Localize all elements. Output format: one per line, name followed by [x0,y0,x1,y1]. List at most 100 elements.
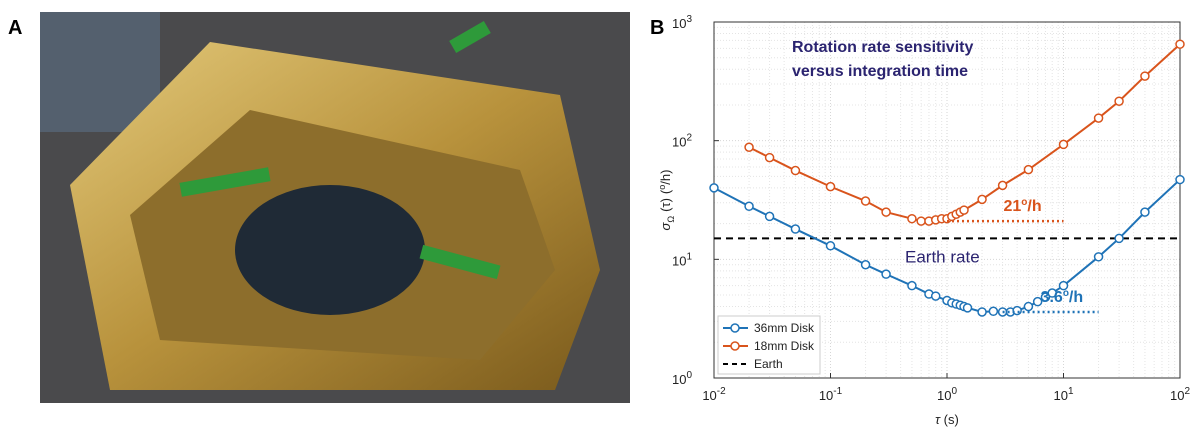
y-label-sub: Ω [666,216,676,223]
photo-disk [235,185,425,315]
data-point [1058,139,1069,150]
y-label-unit-open: ( [658,189,673,194]
data-point [1140,71,1150,81]
plot-frame [713,21,1181,379]
tick-exponent: -2 [717,386,726,397]
reference-label: Earth rate [905,247,980,266]
tick-label: 102 [672,133,692,150]
data-point [1047,288,1057,298]
annotation-sup: o [1063,288,1069,299]
tick-base: 10 [672,253,686,268]
x-label-unit: (s) [944,412,959,427]
chart-title: versus integration time [792,63,968,80]
tick-label: 10-2 [702,386,726,403]
data-point [825,181,836,192]
legend-marker [730,323,740,333]
data-point [790,165,801,176]
data-point [764,211,775,222]
tick-exponent: 0 [686,370,692,381]
data-point [962,303,973,313]
tick-label: 102 [1170,386,1190,403]
x-axis-label: τ (s) [935,412,959,427]
tick-exponent: 1 [1068,386,1074,397]
data-point [959,205,969,215]
tick-exponent: 2 [686,133,692,144]
photo-cables [40,12,160,132]
y-label-symbol: σ [658,221,673,230]
tick-exponent: 0 [951,386,957,397]
data-point [1114,96,1124,106]
annotation-after: /h [1069,289,1083,306]
data-point [997,180,1008,191]
data-point [907,213,917,224]
data-point [881,269,891,279]
y-label-unit-sup: o [657,185,667,190]
y-axis-label: σΩ (τ) (o/h) [657,170,676,231]
annotation-sup: o [1021,197,1027,208]
photo [40,12,630,403]
data-point [1114,233,1124,244]
data-point [825,241,836,251]
annotation-after: /h [1027,198,1041,215]
data-point [744,201,754,212]
tick-base: 10 [672,135,686,150]
data-point [744,142,754,153]
legend-label: 36mm Disk [754,321,815,335]
tick-label: 100 [672,370,692,387]
annotation-text: 3.6 [1041,289,1063,306]
data-point [1032,296,1043,307]
tick-exponent: 2 [1184,386,1190,397]
panel-label: B [650,17,664,39]
data-point [930,291,941,301]
data-point [860,260,871,270]
annotation-label: 21o/h [1004,197,1042,215]
legend-marker [730,341,740,351]
data-point [881,207,891,217]
data-point [790,224,801,234]
data-point [709,183,719,193]
data-point [1175,174,1185,185]
chart-title: Rotation rate sensitivity [792,39,973,56]
tick-label: 103 [672,14,692,31]
tick-base: 10 [937,388,951,403]
data-point [860,196,871,206]
tick-exponent: 3 [686,14,692,25]
legend-label: 18mm Disk [754,339,815,353]
data-point [1093,252,1104,262]
tick-base: 10 [1170,388,1184,403]
data-point [907,280,917,291]
photo-connector [179,167,271,197]
y-label-unit-close: /h) [658,170,673,185]
data-point [977,194,987,205]
data-point [1023,301,1034,312]
tick-label: 100 [937,386,957,403]
x-label-symbol: τ [935,412,941,427]
data-point [977,307,987,317]
tick-exponent: 1 [686,251,692,262]
panel-label: A [8,17,22,39]
tick-base: 10 [672,372,686,387]
tick-base: 10 [702,388,716,403]
data-point [1093,113,1104,123]
legend-label: Earth [754,357,783,371]
photo-connector [419,244,501,280]
data-point [988,306,999,317]
tick-label: 101 [1053,386,1073,403]
tick-exponent: -1 [833,386,842,397]
photo-connector [449,20,491,54]
data-point [1140,207,1150,217]
tick-base: 10 [672,16,686,31]
data-point [916,216,926,226]
tick-label: 10-1 [819,386,843,403]
tick-label: 101 [672,251,692,268]
tick-base: 10 [1053,388,1067,403]
tick-base: 10 [819,388,833,403]
data-point [1012,305,1022,316]
annotation-label: 3.6o/h [1041,288,1084,306]
annotation-text: 21 [1004,198,1022,215]
y-label-arg: (τ) [658,198,673,212]
data-point [1023,164,1034,175]
data-point [1058,280,1069,291]
